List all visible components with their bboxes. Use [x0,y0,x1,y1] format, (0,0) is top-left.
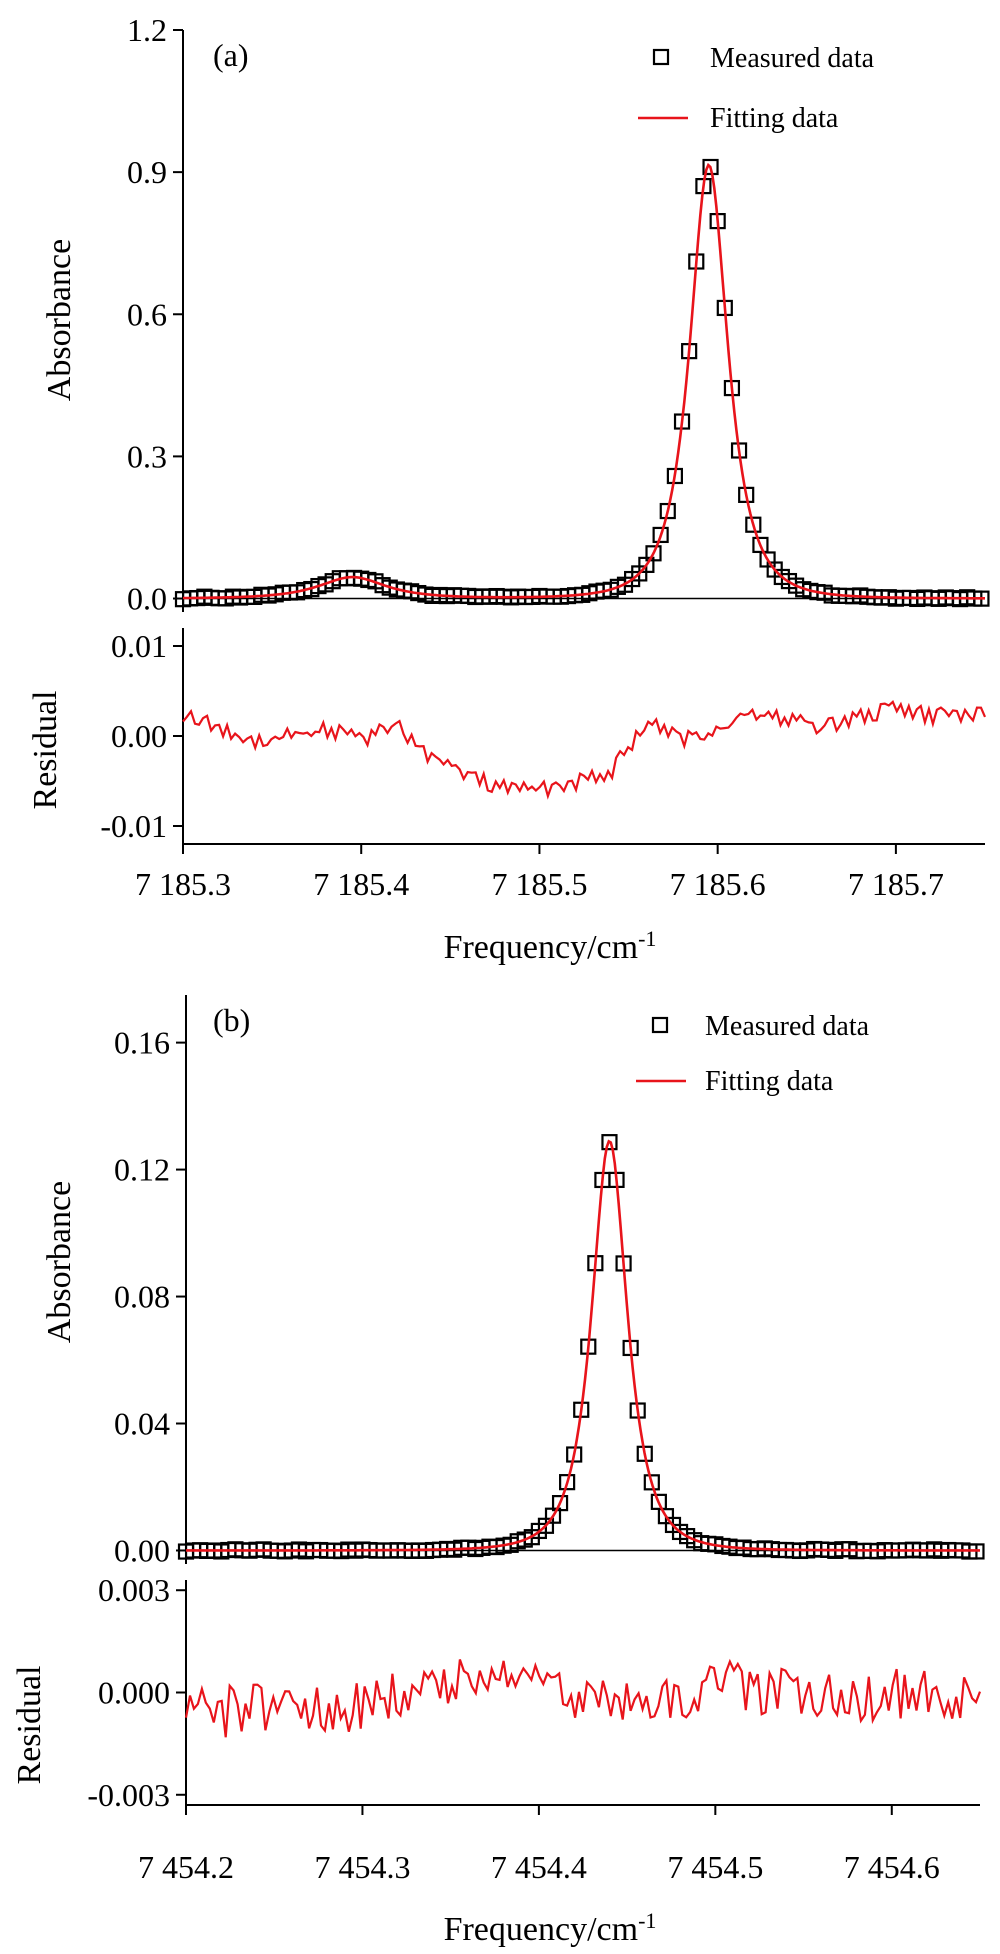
panel-label-b: (b) [213,1002,250,1038]
absorbance-y-tick-label-b: 0.04 [114,1406,170,1442]
absorbance-y-tick-label-b: 0.00 [114,1532,170,1568]
absorbance-y-tick-label-a: 0.9 [127,154,167,190]
measured-point-a [745,516,762,533]
legend-marker-measured-a [652,48,670,66]
residual-y-tick-label-b: -0.003 [87,1777,170,1813]
legend-label-measured-a: Measured data [710,43,875,74]
absorbance-y-tick-label-a: 0.0 [127,581,167,617]
legend-a: Measured data Fitting data [638,43,875,134]
absorbance-y-tick-label-b: 0.12 [114,1152,170,1188]
absorbance-y-tick-label-b: 0.08 [114,1279,170,1315]
measured-point-b [559,1474,576,1491]
measured-point-a [659,502,676,520]
legend-marker-measured-b [651,1016,669,1034]
measured-point-a [702,158,719,176]
absorbance-y-tick-label-a: 0.3 [127,438,167,474]
absorbance-y-tick-label-b: 0.16 [114,1025,170,1061]
measured-point-b [643,1474,660,1491]
frequency-x-tick-label-b: 7 454.3 [314,1849,410,1885]
absorbance-axis-title-b: Absorbance [41,1181,78,1343]
legend-label-fitting-b: Fitting data [705,1066,834,1097]
fitting-curve-b [186,1139,980,1552]
residual-y-tick-label-b: 0.000 [98,1675,170,1711]
frequency-x-tick-label-b: 7 454.4 [491,1849,587,1885]
measured-point-a [645,545,662,562]
frequency-axis-title-b: Frequency/cm-1 [444,1908,657,1948]
legend-label-measured-b: Measured data [705,1011,870,1042]
absorbance-axis-title-a: Absorbance [41,239,78,401]
legend-b: Measured data Fitting data [636,1011,870,1097]
frequency-x-tick-label-b: 7 454.6 [844,1849,940,1885]
frequency-x-tick-label-a: 7 185.5 [491,866,587,902]
residual-y-tick-label-a: 0.01 [111,628,167,664]
panel-label-a: (a) [213,37,249,73]
frequency-x-tick-label-a: 7 185.3 [135,866,231,902]
legend-label-fitting-a: Fitting data [710,103,839,134]
frequency-x-tick-label-a: 7 185.4 [313,866,409,902]
frequency-x-tick-label-a: 7 185.7 [848,866,944,902]
residual-y-tick-label-b: 0.003 [98,1572,170,1608]
panel-b: (b) Absorbance Residual Measured data Fi… [11,995,985,1948]
frequency-x-tick-label-b: 7 454.5 [667,1849,763,1885]
residual-axis-title-b: Residual [11,1666,48,1785]
panel-a: (a) Absorbance Residual Measured data Fi… [27,12,990,966]
residual-curve-b [184,1658,982,1738]
frequency-x-tick-label-b: 7 454.2 [138,1849,234,1885]
frequency-axis-title-a: Frequency/cm-1 [444,926,657,966]
residual-axis-title-a: Residual [27,691,64,810]
measured-point-b [601,1134,618,1151]
measured-point-a [652,526,669,544]
frequency-x-tick-label-a: 7 185.6 [670,866,766,902]
absorbance-y-tick-label-a: 1.2 [127,12,167,48]
residual-curve-a [182,700,987,800]
measured-point-b [636,1445,653,1462]
measured-point-b [551,1495,569,1512]
residual-y-tick-label-a: -0.01 [100,808,167,844]
fitting-curve-a [183,162,985,600]
residual-y-tick-label-a: 0.00 [111,718,167,754]
absorbance-y-tick-label-a: 0.6 [127,296,167,332]
